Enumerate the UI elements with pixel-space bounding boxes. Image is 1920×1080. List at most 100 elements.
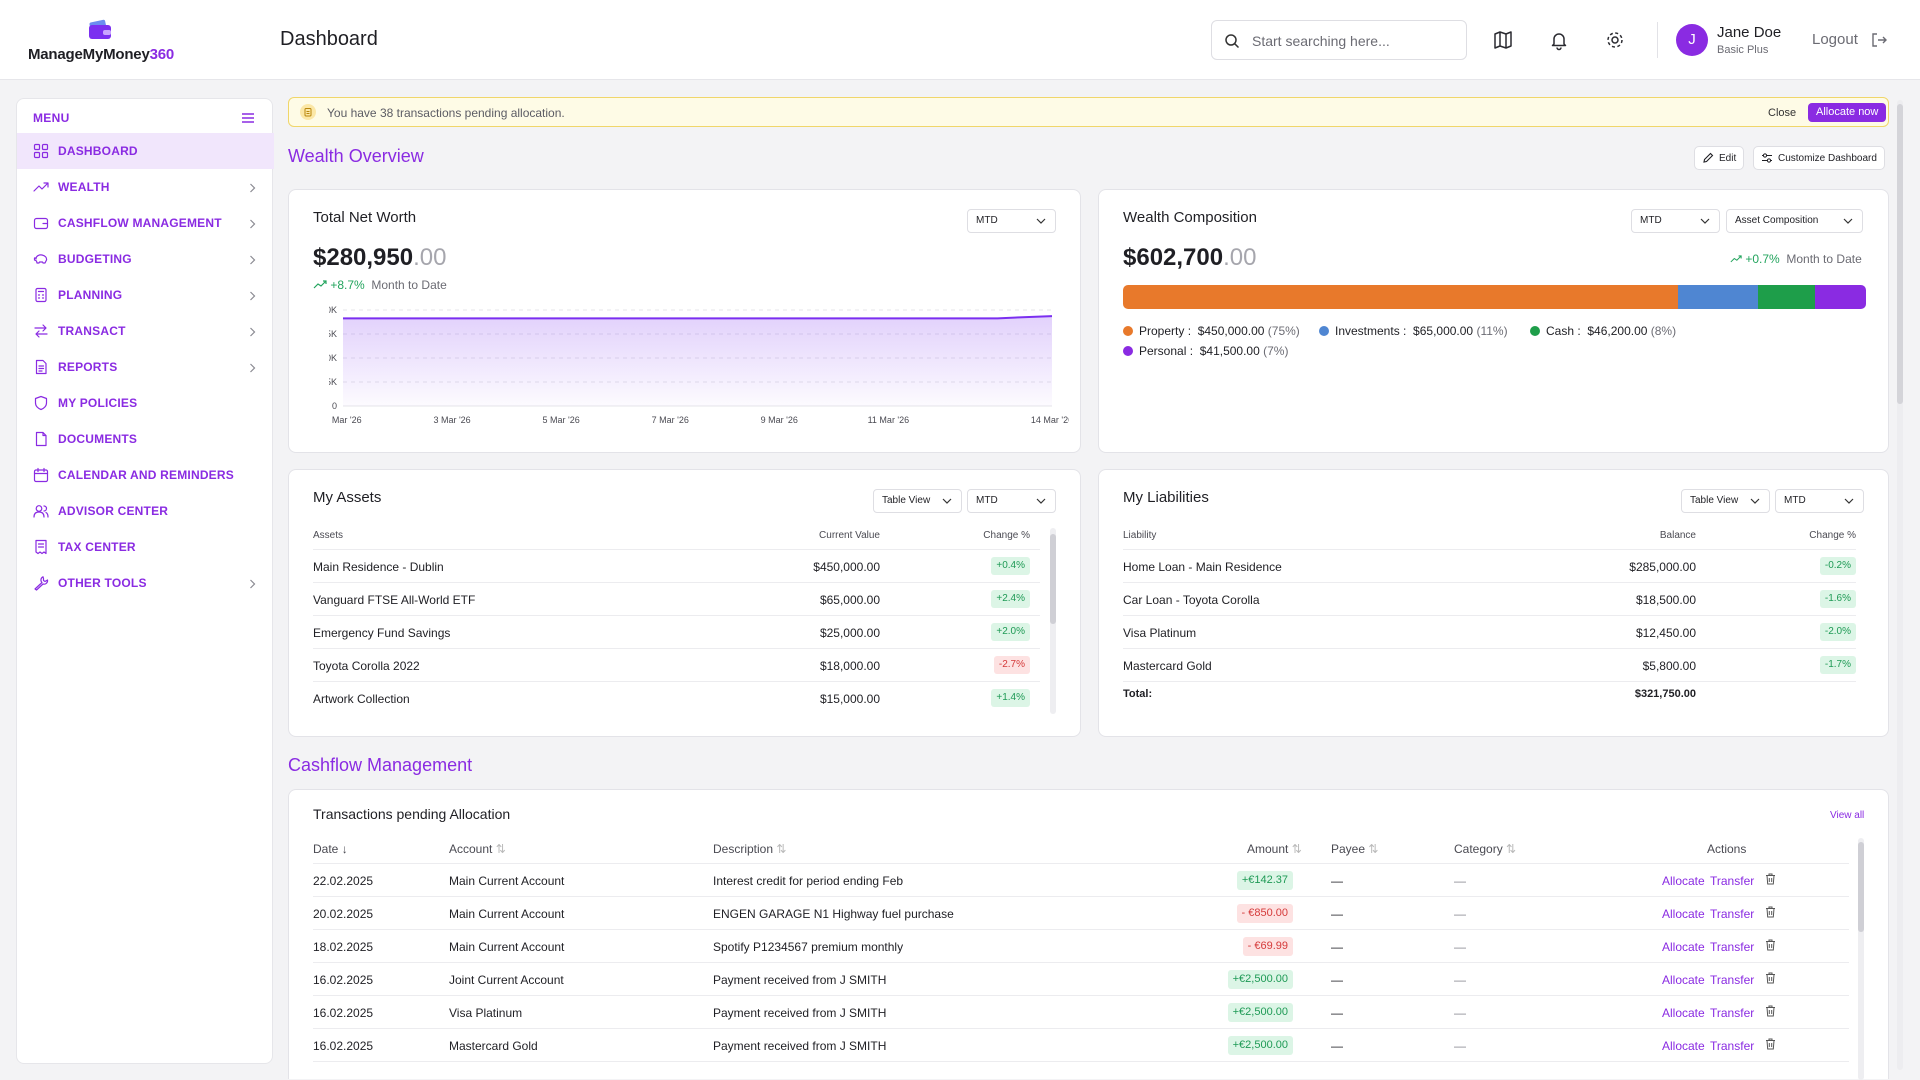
wealth-overview-title: Wealth Overview [288, 146, 424, 166]
table-row[interactable]: 16.02.2025 Mastercard Gold Payment receive… [313, 1029, 1849, 1062]
composition-period-select[interactable]: MTD [1631, 209, 1720, 233]
composition-segment-cash[interactable] [1758, 285, 1816, 309]
search-icon [1225, 34, 1240, 49]
scroll-thumb[interactable] [1050, 534, 1056, 624]
col-header[interactable]: Current Value [819, 530, 880, 541]
table-row[interactable]: 20.02.2025 Main Current Account ENGEN GARA… [313, 897, 1849, 930]
sidebar-item-advisor-center[interactable]: ADVISOR CENTER [17, 493, 274, 529]
page-scroll-thumb[interactable] [1897, 104, 1903, 404]
assets-period-select[interactable]: MTD [967, 489, 1056, 513]
search-box[interactable] [1211, 20, 1467, 60]
customize-dashboard-button[interactable]: Customize Dashboard [1753, 146, 1885, 170]
table-row[interactable]: Vanguard FTSE All-World ETF $65,000.00 +2.… [313, 583, 1040, 616]
trash-icon[interactable] [1765, 1005, 1776, 1020]
col-header-category[interactable]: Category ⇅ [1454, 842, 1517, 856]
trash-icon[interactable] [1765, 873, 1776, 888]
table-row[interactable]: 22.02.2025 Main Current Account Interest c… [313, 864, 1849, 897]
app-logo[interactable]: ManageMyMoney360 [26, 14, 186, 64]
sidebar-item-cashflow-management[interactable]: CASHFLOW MANAGEMENT [17, 205, 274, 241]
logout-button[interactable]: Logout [1812, 31, 1887, 48]
table-row[interactable]: 16.02.2025 Joint Current Account Payment r… [313, 963, 1849, 996]
x-tick-label: 7 Mar '26 [652, 415, 689, 425]
composition-segment-investments[interactable] [1678, 285, 1759, 309]
bell-icon[interactable] [1548, 29, 1570, 51]
allocate-button[interactable]: Allocate [1662, 940, 1705, 954]
col-header-description[interactable]: Description ⇅ [713, 842, 787, 856]
transfer-button[interactable]: Transfer [1710, 874, 1755, 888]
sidebar-item-budgeting[interactable]: BUDGETING [17, 241, 274, 277]
composition-view-select[interactable]: Asset Composition [1726, 209, 1863, 233]
liabilities-view-select[interactable]: Table View [1681, 489, 1770, 513]
table-row[interactable]: Main Residence - Dublin $450,000.00 +0.4% [313, 550, 1040, 583]
sidebar-item-other-tools[interactable]: OTHER TOOLS [17, 565, 274, 601]
transactions-scrollbar[interactable] [1858, 838, 1864, 1080]
x-tick-label: 3 Mar '26 [433, 415, 470, 425]
allocate-now-button[interactable]: Allocate now [1808, 103, 1887, 122]
sidebar-item-documents[interactable]: DOCUMENTS [17, 421, 274, 457]
series-area [343, 316, 1052, 406]
sidebar-item-tax-center[interactable]: TAX CENTER [17, 529, 274, 565]
table-row[interactable]: Toyota Corolla 2022 $18,000.00 -2.7% [313, 649, 1040, 682]
allocate-button[interactable]: Allocate [1662, 907, 1705, 921]
transfer-button[interactable]: Transfer [1710, 907, 1755, 921]
map-icon[interactable] [1492, 29, 1514, 51]
avatar[interactable]: J [1676, 24, 1708, 56]
col-header[interactable]: Change % [1809, 530, 1856, 541]
scroll-thumb[interactable] [1858, 842, 1864, 932]
col-header-account[interactable]: Account ⇅ [449, 842, 506, 856]
col-header[interactable]: Assets [313, 530, 344, 541]
table-row[interactable]: Home Loan - Main Residence $285,000.00 -0.… [1123, 550, 1856, 583]
sidebar-item-transact[interactable]: TRANSACT [17, 313, 274, 349]
sidebar-item-dashboard[interactable]: DASHBOARD [17, 133, 274, 169]
page-scrollbar[interactable] [1897, 100, 1903, 1070]
view-all-link[interactable]: View all [1830, 810, 1865, 821]
y-tick-label: 150K [329, 353, 337, 363]
sidebar-item-calendar-and-reminders[interactable]: CALENDAR AND REMINDERS [17, 457, 274, 493]
cashflow-title: Cashflow Management [288, 755, 473, 775]
search-input[interactable] [1252, 30, 1452, 52]
table-row[interactable]: Mastercard Gold $5,800.00 -1.7% [1123, 649, 1856, 682]
col-header-date[interactable]: Date ↓ [313, 842, 348, 856]
table-row[interactable]: Emergency Fund Savings $25,000.00 +2.0% [313, 616, 1040, 649]
table-row[interactable]: Artwork Collection $15,000.00 +1.4% [313, 682, 1040, 715]
table-row[interactable]: Car Loan - Toyota Corolla $18,500.00 -1.6% [1123, 583, 1856, 616]
composition-segment-property[interactable] [1123, 285, 1679, 309]
sidebar-item-planning[interactable]: PLANNING [17, 277, 274, 313]
assets-scrollbar[interactable] [1050, 528, 1056, 714]
net-worth-period-select[interactable]: MTD [967, 209, 1056, 233]
transfer-button[interactable]: Transfer [1710, 1006, 1755, 1020]
trash-icon[interactable] [1765, 939, 1776, 954]
sidebar-item-my-policies[interactable]: MY POLICIES [17, 385, 274, 421]
col-header-amount[interactable]: Amount ⇅ [1247, 842, 1302, 856]
table-row[interactable]: 16.02.2025 Visa Platinum Payment received … [313, 996, 1849, 1029]
tx-account: Visa Platinum [449, 1006, 523, 1020]
gear-icon[interactable] [1604, 29, 1626, 51]
col-header[interactable]: Balance [1659, 530, 1696, 541]
allocate-button[interactable]: Allocate [1662, 973, 1705, 987]
transfer-button[interactable]: Transfer [1710, 940, 1755, 954]
allocate-button[interactable]: Allocate [1662, 1039, 1705, 1053]
edit-button[interactable]: Edit [1694, 146, 1745, 170]
change-badge: -0.2% [1819, 557, 1856, 575]
col-header-payee[interactable]: Payee ⇅ [1331, 842, 1379, 856]
composition-segment-personal[interactable] [1815, 285, 1866, 309]
col-header[interactable]: Liability [1123, 530, 1157, 541]
sidebar-item-reports[interactable]: REPORTS [17, 349, 274, 385]
liabilities-period-select[interactable]: MTD [1775, 489, 1864, 513]
table-row[interactable]: 18.02.2025 Main Current Account Spotify P1… [313, 930, 1849, 963]
sidebar-item-wealth[interactable]: WEALTH [17, 169, 274, 205]
col-header[interactable]: Change % [983, 530, 1030, 541]
view-value: Table View [1690, 495, 1739, 506]
assets-view-select[interactable]: Table View [873, 489, 962, 513]
hamburger-icon[interactable] [241, 111, 255, 125]
transfer-button[interactable]: Transfer [1710, 1039, 1755, 1053]
allocate-button[interactable]: Allocate [1662, 1006, 1705, 1020]
x-tick-label: 1 Mar '26 [329, 415, 362, 425]
trash-icon[interactable] [1765, 906, 1776, 921]
trash-icon[interactable] [1765, 972, 1776, 987]
banner-close-button[interactable]: Close [1768, 107, 1797, 119]
transfer-button[interactable]: Transfer [1710, 973, 1755, 987]
allocate-button[interactable]: Allocate [1662, 874, 1705, 888]
trash-icon[interactable] [1765, 1038, 1776, 1053]
table-row[interactable]: Visa Platinum $12,450.00 -2.0% [1123, 616, 1856, 649]
